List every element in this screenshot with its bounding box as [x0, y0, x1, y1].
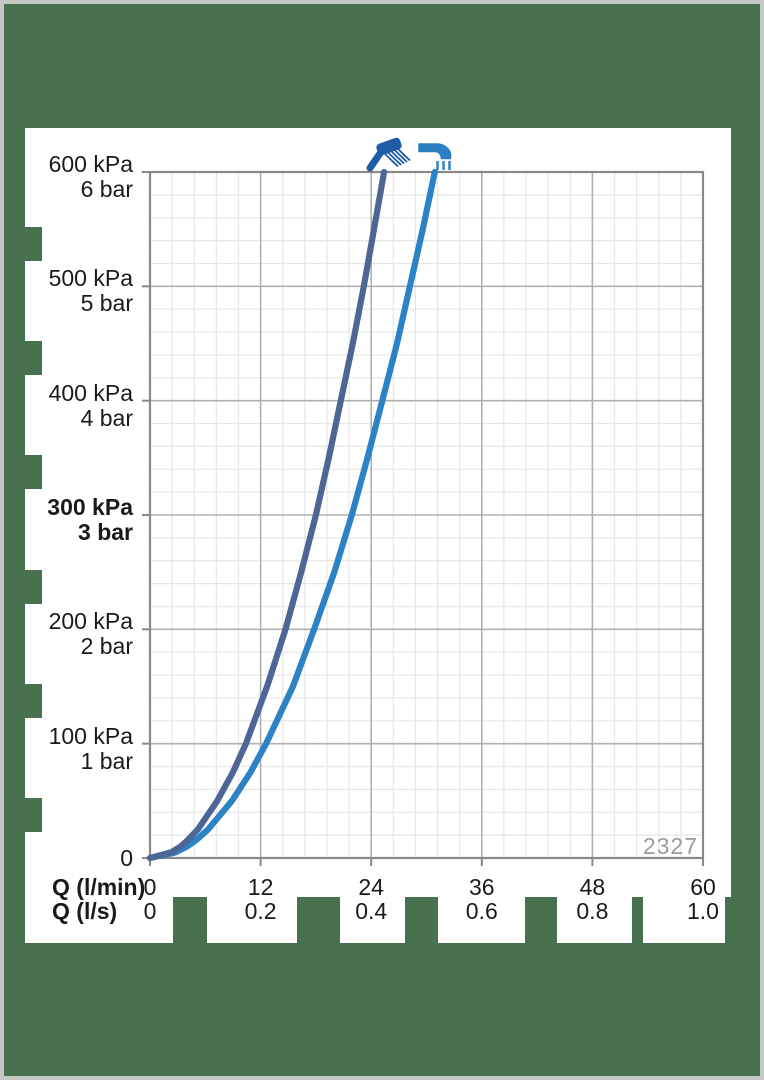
y-axis-label-kpa: 400 kPa — [48, 379, 133, 406]
y-axis-label-400: 400 kPa 4 bar — [30, 379, 133, 431]
panel-edge-notch — [25, 684, 42, 718]
x-axis-value-lmin: 0 — [143, 874, 157, 900]
y-axis-label-kpa: 200 kPa — [48, 608, 133, 635]
y-axis-label-200: 200 kPa 2 bar — [30, 609, 133, 659]
y-axis-label-600: 600 kPa 6 bar — [30, 152, 133, 202]
spout-curve — [146, 168, 438, 862]
y-axis-label-100: 100 kPa 1 bar — [30, 722, 133, 774]
y-axis-label-bar: 1 bar — [80, 747, 133, 774]
panel-edge-notch — [25, 570, 42, 604]
panel-edge-notch — [725, 897, 731, 943]
x-axis-value-lmin: 24 — [358, 874, 384, 900]
y-axis-label-kpa: 500 kPa — [48, 265, 133, 292]
pressure-flow-curves — [146, 168, 438, 862]
x-axis-value-ls: 0.6 — [465, 898, 498, 924]
y-axis-label-kpa: 600 kPa — [48, 151, 133, 177]
chart-code: 2327 — [642, 833, 698, 859]
axis-ticks — [142, 171, 704, 866]
x-axis-value-ls: 0.2 — [244, 898, 277, 924]
y-axis-label-bar: 5 bar — [80, 290, 133, 317]
x-axis-value-lmin: 48 — [579, 874, 606, 900]
spout-icon — [418, 143, 452, 170]
y-axis-label-bar: 6 bar — [80, 176, 133, 202]
panel-edge-notch — [25, 798, 42, 832]
x-axis-value-lmin: 12 — [247, 874, 274, 900]
panel-edge-notch — [25, 455, 42, 489]
y-axis-label-bar: 2 bar — [80, 633, 133, 660]
panel-edge-notch — [632, 897, 643, 943]
panel-edge-notch — [297, 897, 340, 943]
hand-shower-icon — [366, 137, 411, 172]
y-axis-label-kpa: 300 kPa — [47, 494, 133, 520]
x-axis-value-lmin: 36 — [469, 874, 495, 900]
panel-edge-notch — [173, 897, 207, 943]
hand-shower-curve — [146, 168, 388, 862]
panel-edge-notch — [25, 227, 42, 261]
y-axis-label-300: 300 kPa 3 bar — [30, 495, 133, 545]
grid-major-lines — [150, 172, 703, 858]
y-axis-zero-label: 0 — [120, 845, 133, 871]
x-axis-value-ls: 0 — [143, 898, 157, 924]
x-axis-value-ls: 0.4 — [355, 898, 388, 924]
panel-edge-notch — [525, 897, 557, 943]
y-axis-label-500: 500 kPa 5 bar — [30, 266, 133, 316]
y-axis-label-bar: 4 bar — [80, 404, 133, 431]
panel-edge-notch — [405, 897, 438, 943]
y-axis-label-bar: 3 bar — [78, 519, 133, 545]
panel-edge-notch — [25, 341, 42, 375]
y-axis-label-kpa: 100 kPa — [48, 722, 133, 749]
x-axis-unit-lmin-label: Q (l/min) — [52, 874, 146, 900]
x-axis-value-ls: 1.0 — [687, 898, 719, 924]
x-axis-value-ls: 0.8 — [576, 898, 609, 924]
x-axis-unit-ls-label: Q (l/s) — [52, 898, 118, 924]
x-axis-value-lmin: 60 — [690, 874, 716, 900]
